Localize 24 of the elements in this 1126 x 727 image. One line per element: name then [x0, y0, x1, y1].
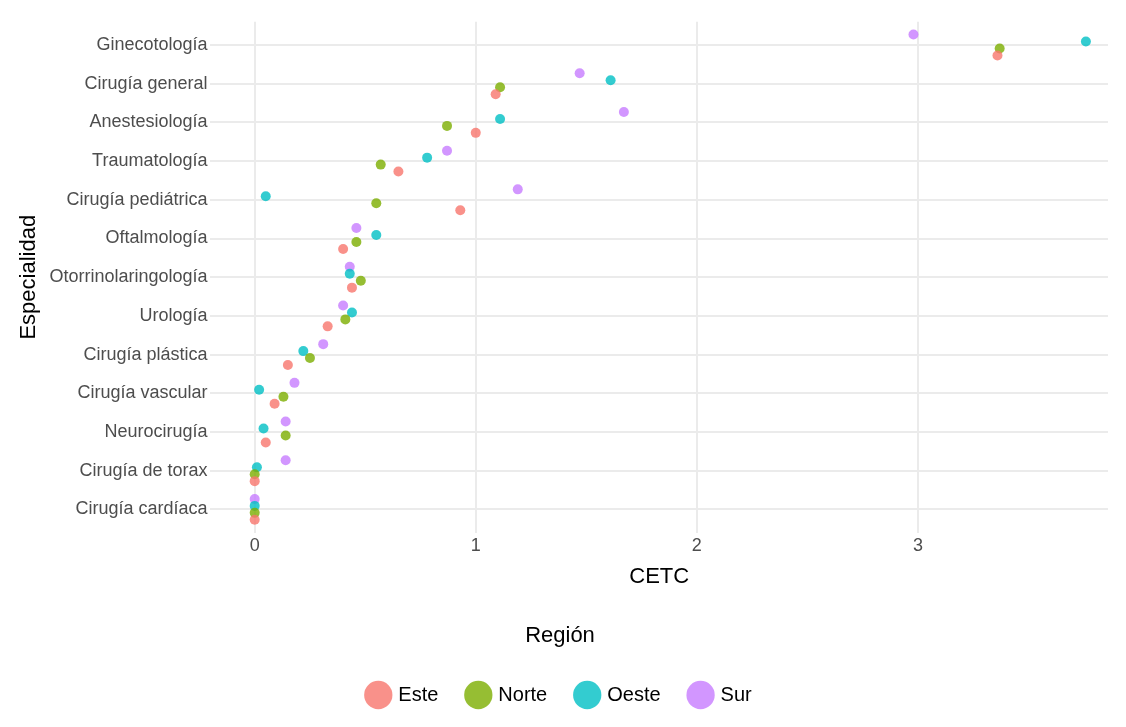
legend-title: Región: [525, 621, 595, 647]
legend-label: Norte: [498, 682, 548, 705]
y-tick-label: Traumatología: [92, 150, 209, 171]
y-axis-title: Especialidad: [15, 214, 41, 340]
y-tick-label: Ginecotología: [96, 33, 209, 54]
y-tick-label: Oftalmología: [105, 227, 209, 248]
x-tick-label: 3: [912, 535, 923, 556]
y-tick-label: Cirugía general: [84, 72, 208, 93]
y-tick-label: Anestesiología: [89, 111, 209, 132]
y-tick-label: Cirugía de torax: [79, 459, 208, 480]
y-tick-label: Urología: [139, 304, 209, 325]
x-tick-label: 2: [691, 535, 702, 556]
y-tick-label: Otorrinolaringología: [49, 266, 209, 287]
y-tick-label: Neurocirugía: [104, 420, 209, 441]
x-axis-title: CETC: [629, 563, 690, 589]
y-tick-label: Cirugía pediátrica: [66, 188, 209, 209]
legend-label: Oeste: [607, 682, 661, 705]
x-tick-label: 0: [249, 535, 260, 556]
y-tick-label: Cirugía cardíaca: [75, 498, 209, 519]
legend-label: Sur: [720, 682, 753, 705]
x-tick-label: 1: [470, 535, 481, 556]
y-tick-label: Cirugía vascular: [77, 382, 208, 403]
y-tick-label: Cirugía plástica: [83, 343, 209, 364]
legend-label: Este: [398, 682, 439, 705]
